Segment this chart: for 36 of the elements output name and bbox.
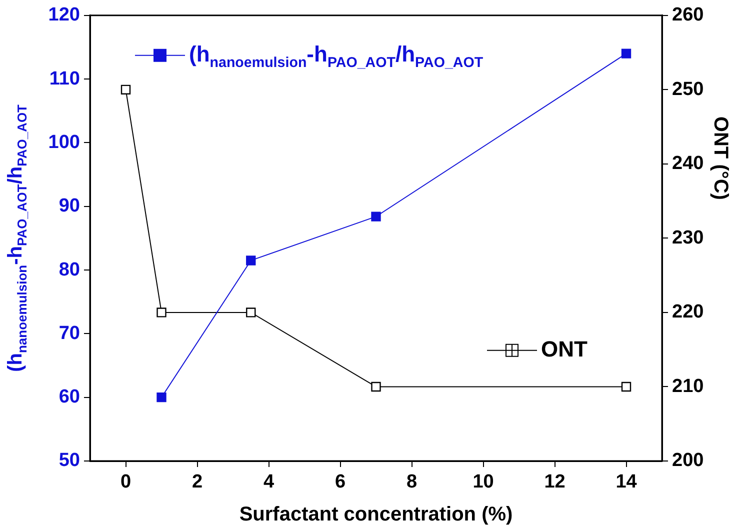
x-tick-label: 4 — [263, 472, 274, 493]
point — [246, 256, 256, 266]
x-tick-label: 0 — [120, 472, 132, 493]
x-axis-title: Surfactant concentration (%) — [239, 504, 513, 526]
x-tick-label: 12 — [544, 472, 566, 493]
y-tick-label: 120 — [48, 4, 80, 26]
point — [156, 392, 166, 402]
point — [621, 382, 632, 392]
y-tick-label: 110 — [49, 68, 80, 90]
y2-tick-label: 220 — [672, 302, 704, 323]
x-tick-label: 14 — [616, 472, 638, 493]
x-tick-label: 2 — [192, 472, 203, 493]
y2-tick-label: 250 — [672, 78, 704, 100]
point — [120, 84, 131, 95]
y-tick-label: 80 — [58, 259, 80, 280]
x-tick-label: 6 — [334, 472, 346, 493]
point — [156, 308, 166, 318]
y-tick-label: 100 — [48, 132, 80, 153]
y2-tick-label: 240 — [672, 153, 704, 174]
y2-tick-label: 260 — [672, 4, 704, 26]
legend-label: ONT — [541, 336, 588, 362]
point — [246, 308, 256, 318]
y-axis-title: (hnanoemulsion-hPAO_AOT/hPAO_AOT — [4, 104, 30, 372]
y-tick-label: 70 — [58, 322, 80, 344]
point — [621, 48, 632, 58]
x-tick-label: 10 — [472, 472, 494, 493]
y2-tick-label: 200 — [672, 450, 704, 472]
y-tick-label: 50 — [58, 450, 80, 472]
y-tick-label: 60 — [58, 386, 80, 408]
y2-axis-title: ONT (°C) — [709, 116, 732, 200]
point — [371, 212, 381, 222]
point — [371, 382, 381, 392]
x-tick-label: 8 — [406, 472, 418, 493]
y2-tick-label: 230 — [672, 227, 704, 248]
y2-tick-label: 210 — [672, 376, 704, 397]
y-tick-label: 90 — [58, 196, 80, 217]
